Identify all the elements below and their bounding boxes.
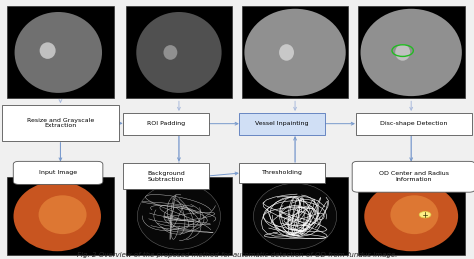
FancyBboxPatch shape <box>242 177 348 255</box>
Text: OD Center and Radius
Information: OD Center and Radius Information <box>379 171 448 182</box>
Ellipse shape <box>137 183 220 249</box>
Text: Vessel Inpainting: Vessel Inpainting <box>255 121 309 126</box>
Ellipse shape <box>279 44 294 61</box>
Ellipse shape <box>254 183 337 249</box>
Ellipse shape <box>391 195 438 234</box>
Ellipse shape <box>164 45 177 60</box>
FancyBboxPatch shape <box>356 113 472 135</box>
Ellipse shape <box>361 9 462 96</box>
Text: ROI Padding: ROI Padding <box>147 121 185 126</box>
FancyBboxPatch shape <box>358 6 465 98</box>
Text: Resize and Grayscale
Extraction: Resize and Grayscale Extraction <box>27 118 94 128</box>
Ellipse shape <box>395 44 410 61</box>
Text: Fig. 2 Overview of the proposed method for automatic detection of OD from fundus: Fig. 2 Overview of the proposed method f… <box>77 251 397 258</box>
FancyBboxPatch shape <box>7 177 114 255</box>
FancyBboxPatch shape <box>13 161 103 184</box>
FancyBboxPatch shape <box>239 113 325 135</box>
FancyBboxPatch shape <box>358 177 465 255</box>
FancyBboxPatch shape <box>242 6 348 98</box>
Circle shape <box>419 212 431 218</box>
FancyBboxPatch shape <box>123 113 209 135</box>
FancyBboxPatch shape <box>7 6 114 98</box>
Text: Input Image: Input Image <box>39 170 77 175</box>
Ellipse shape <box>40 42 55 59</box>
Text: Disc-shape Detection: Disc-shape Detection <box>380 121 447 126</box>
FancyBboxPatch shape <box>239 163 325 183</box>
FancyBboxPatch shape <box>2 105 118 141</box>
FancyBboxPatch shape <box>126 177 232 255</box>
FancyBboxPatch shape <box>126 6 232 98</box>
Ellipse shape <box>38 195 87 234</box>
Ellipse shape <box>245 9 346 96</box>
Ellipse shape <box>137 12 222 93</box>
Text: Background
Subtraction: Background Subtraction <box>147 171 185 182</box>
Ellipse shape <box>13 181 101 251</box>
Text: Thresholding: Thresholding <box>262 170 302 175</box>
Ellipse shape <box>15 12 102 93</box>
FancyBboxPatch shape <box>352 161 474 192</box>
Ellipse shape <box>365 181 458 251</box>
FancyBboxPatch shape <box>123 163 209 189</box>
